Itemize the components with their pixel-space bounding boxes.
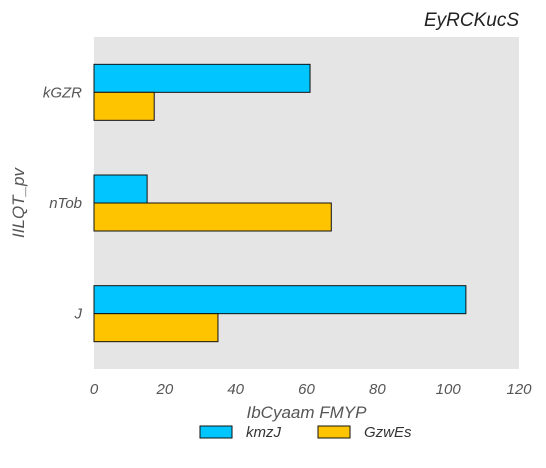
bar-kmzj-j	[93, 285, 467, 315]
bar-kmzj-kgzr	[93, 63, 311, 93]
bar-gzwes-j	[93, 313, 219, 343]
legend-swatch-kmzj	[199, 425, 233, 439]
y-tick-label: J	[74, 306, 83, 323]
x-tick-label: 100	[436, 381, 462, 398]
bars-group	[93, 63, 467, 343]
x-tick-labels: 0 20 40 60 80 100 120	[90, 381, 532, 398]
x-tick-label: 80	[369, 381, 386, 398]
chart-title: EyRCKucS	[424, 10, 519, 31]
legend-swatch-gzwes	[317, 425, 351, 439]
x-tick-label: 60	[298, 381, 315, 398]
x-tick-label: 0	[90, 381, 99, 398]
x-axis-label: IbCyaam FMYP	[247, 403, 368, 422]
x-tick-label: 120	[506, 381, 532, 398]
bar-gzwes-kgzr	[93, 91, 155, 121]
legend-label-gzwes: GzwEs	[364, 424, 412, 441]
bar-kmzj-ntob	[93, 174, 148, 204]
bar-gzwes-ntob	[93, 202, 332, 232]
y-axis-label: IILQT_pv	[9, 167, 28, 238]
legend-label-kmzj: kmzJ	[246, 424, 281, 441]
legend: kmzJ GzwEs	[199, 424, 412, 441]
x-tick-label: 20	[155, 381, 173, 398]
y-tick-label: kGZR	[43, 84, 82, 101]
y-tick-label: nTob	[49, 195, 82, 212]
x-tick-label: 40	[227, 381, 244, 398]
